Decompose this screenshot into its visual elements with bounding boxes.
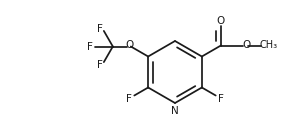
Text: F: F bbox=[126, 94, 132, 104]
Text: F: F bbox=[87, 42, 93, 51]
Text: O: O bbox=[243, 39, 251, 50]
Text: F: F bbox=[97, 24, 103, 34]
Text: CH₃: CH₃ bbox=[260, 40, 278, 51]
Text: N: N bbox=[171, 106, 179, 116]
Text: F: F bbox=[97, 60, 103, 70]
Text: F: F bbox=[218, 94, 224, 104]
Text: O: O bbox=[126, 40, 134, 51]
Text: O: O bbox=[217, 15, 225, 26]
